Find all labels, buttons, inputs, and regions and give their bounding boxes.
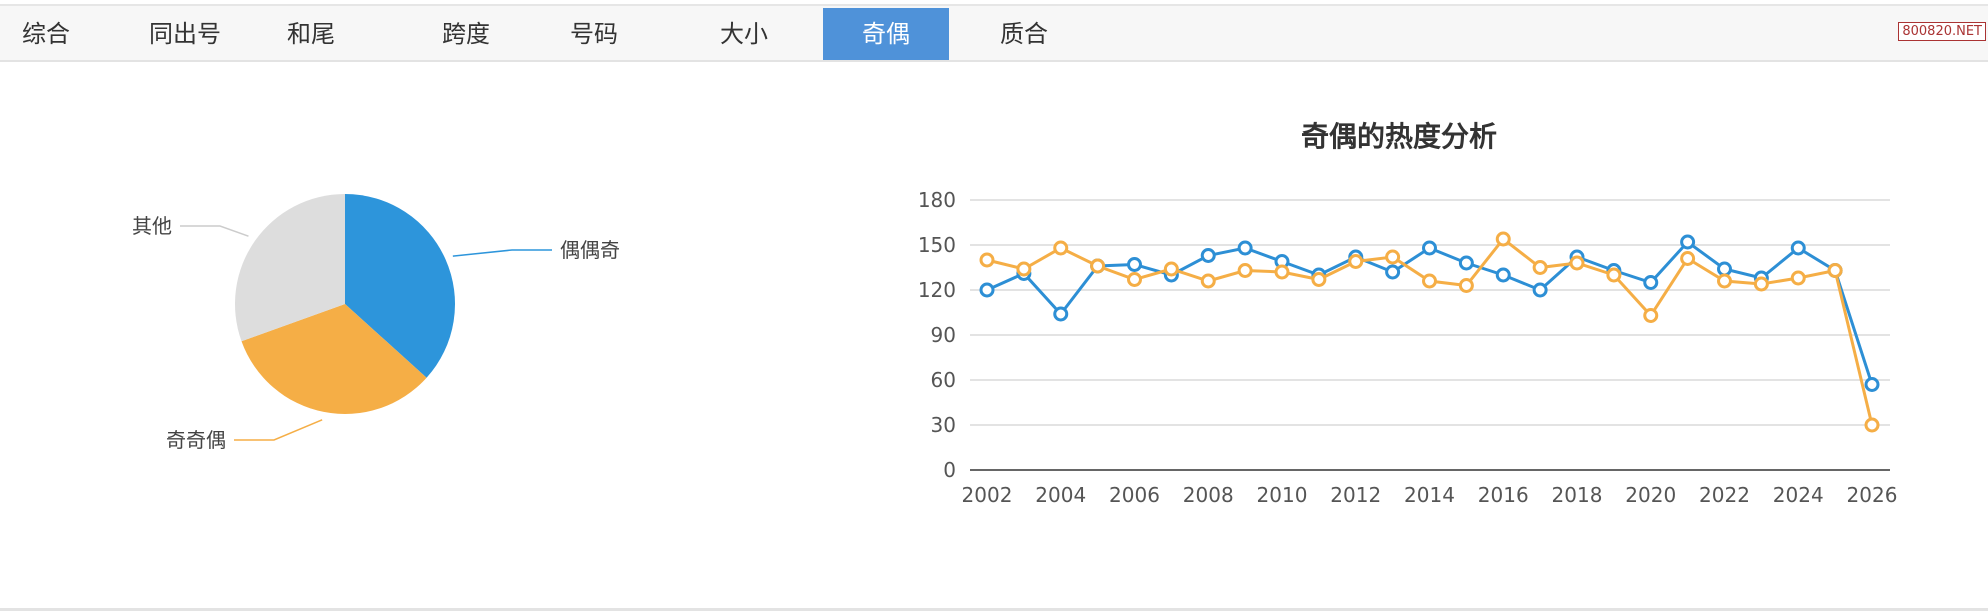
data-point[interactable] — [1717, 273, 1732, 289]
data-point[interactable] — [1127, 257, 1142, 272]
pie-label-line — [234, 419, 323, 441]
data-point[interactable] — [1311, 272, 1327, 287]
series-line-1 — [986, 236, 1874, 426]
pie-label-line — [452, 249, 552, 257]
data-point[interactable] — [979, 282, 995, 298]
tab-0[interactable]: 综合 — [22, 20, 70, 48]
tab-1[interactable]: 同出号 — [149, 20, 221, 48]
x-tick-label: 2002 — [962, 483, 1013, 507]
bottom-divider — [0, 608, 1988, 611]
data-point[interactable] — [1569, 255, 1585, 271]
x-tick-label: 2004 — [1035, 483, 1086, 507]
x-tick-label: 2026 — [1847, 483, 1898, 507]
x-tick-label: 2022 — [1699, 483, 1750, 507]
tab-7[interactable]: 质合 — [1000, 20, 1048, 48]
data-point[interactable] — [1274, 264, 1290, 280]
data-point[interactable] — [1385, 249, 1401, 265]
data-point[interactable] — [1090, 258, 1106, 274]
y-tick-label: 180 — [918, 188, 956, 212]
x-tick-label: 2006 — [1109, 483, 1160, 507]
pie-slice[interactable] — [235, 194, 345, 342]
data-point[interactable] — [1790, 270, 1806, 286]
data-point[interactable] — [1864, 417, 1880, 433]
pie-label: 其他 — [132, 214, 172, 238]
data-point[interactable] — [1606, 267, 1622, 283]
x-tick-label: 2018 — [1552, 483, 1603, 507]
x-tick-label: 2024 — [1773, 483, 1824, 507]
data-point[interactable] — [1790, 240, 1806, 256]
data-point[interactable] — [979, 252, 995, 268]
x-tick-label: 2010 — [1257, 483, 1308, 507]
tab-4[interactable]: 号码 — [570, 20, 618, 48]
data-point[interactable] — [1163, 261, 1179, 277]
data-point[interactable] — [1200, 273, 1216, 289]
y-tick-label: 120 — [918, 278, 956, 302]
chart-title: 奇偶的热度分析 — [1301, 120, 1497, 153]
data-point[interactable] — [1827, 263, 1843, 278]
x-tick-label: 2016 — [1478, 483, 1529, 507]
data-point[interactable] — [1680, 251, 1696, 266]
data-point[interactable] — [1053, 240, 1069, 256]
x-tick-label: 2020 — [1625, 483, 1676, 507]
pie-slice[interactable] — [345, 194, 455, 378]
data-point[interactable] — [1053, 306, 1069, 322]
y-tick-label: 60 — [931, 368, 956, 392]
data-point[interactable] — [1680, 234, 1696, 250]
data-point[interactable] — [1717, 261, 1732, 277]
data-point[interactable] — [1864, 377, 1880, 392]
data-point[interactable] — [1532, 260, 1548, 275]
data-point[interactable] — [1200, 248, 1216, 263]
data-point[interactable] — [1532, 282, 1548, 298]
y-tick-label: 30 — [931, 413, 956, 437]
data-point[interactable] — [1458, 255, 1474, 271]
data-point[interactable] — [1237, 240, 1253, 256]
data-point[interactable] — [1495, 267, 1511, 283]
pie-label: 奇奇偶 — [166, 428, 226, 452]
data-point[interactable] — [1348, 254, 1364, 269]
y-tick-label: 150 — [918, 233, 956, 257]
pie-label-line — [180, 225, 249, 237]
pie-slice[interactable] — [241, 304, 427, 414]
tab-6[interactable]: 奇偶 — [823, 8, 949, 60]
data-point[interactable] — [1643, 308, 1659, 323]
tab-2[interactable]: 和尾 — [287, 20, 335, 48]
data-point[interactable] — [1422, 240, 1437, 256]
pie-label: 偶偶奇 — [560, 238, 620, 262]
data-point[interactable] — [1385, 264, 1401, 280]
data-point[interactable] — [1422, 273, 1437, 289]
x-tick-label: 2008 — [1183, 483, 1234, 507]
tab-5[interactable]: 大小 — [720, 20, 768, 48]
x-tick-label: 2014 — [1404, 483, 1455, 507]
line-chart: 奇偶的热度分析 0 30 60 90 120 150 180 2002 2004 2006 2008… — [918, 120, 1898, 507]
tab-bar: 综合 同出号 和尾 跨度 号码 大小 奇偶 质合 — [0, 4, 1988, 62]
x-tick-label: 2012 — [1330, 483, 1381, 507]
data-point[interactable] — [1237, 263, 1253, 278]
data-point[interactable] — [1495, 231, 1511, 247]
data-point[interactable] — [1643, 275, 1659, 290]
y-tick-label: 0 — [943, 458, 956, 482]
data-point[interactable] — [1016, 261, 1032, 277]
tab-3[interactable]: 跨度 — [442, 20, 490, 48]
data-point[interactable] — [1753, 276, 1769, 292]
series-line-0 — [986, 239, 1874, 385]
watermark: 800820.NET — [1898, 22, 1986, 41]
y-tick-label: 90 — [931, 323, 956, 347]
data-point[interactable] — [1127, 272, 1142, 287]
data-point[interactable] — [1458, 278, 1474, 293]
